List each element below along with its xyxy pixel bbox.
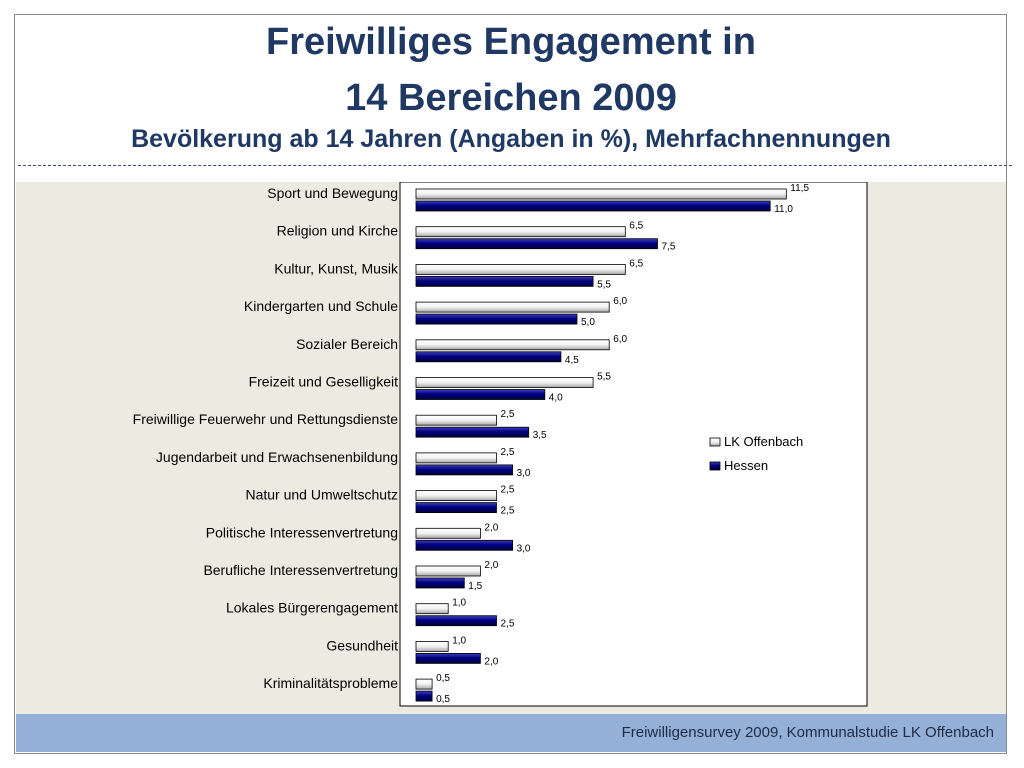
bar-lk-offenbach xyxy=(415,339,610,351)
bar-hessen xyxy=(415,351,562,363)
bar-lk-offenbach xyxy=(415,452,497,464)
bar-lk-offenbach xyxy=(415,414,497,426)
value-label-hessen: 5,0 xyxy=(581,317,595,328)
legend-label-hessen: Hessen xyxy=(724,458,768,473)
value-label-lk-offenbach: 5,5 xyxy=(597,372,611,383)
bar-lk-offenbach xyxy=(415,527,481,539)
slide-subtitle: Bevölkerung ab 14 Jahren (Angaben in %),… xyxy=(131,125,891,153)
bar-lk-offenbach xyxy=(415,301,610,313)
bar-lk-offenbach xyxy=(415,678,433,690)
category-label: Sport und Bewegung xyxy=(267,185,398,201)
category-label: Natur und Umweltschutz xyxy=(245,487,398,503)
footer-bar: Freiwilligensurvey 2009, Kommunalstudie … xyxy=(16,714,1006,752)
footer-source: Freiwilligensurvey 2009, Kommunalstudie … xyxy=(621,724,994,741)
category-label: Freizeit und Geselligkeit xyxy=(249,374,399,390)
value-label-lk-offenbach: 2,0 xyxy=(484,522,498,533)
bar-lk-offenbach xyxy=(415,188,787,200)
value-label-hessen: 2,5 xyxy=(501,506,515,517)
bar-lk-offenbach xyxy=(415,377,594,388)
bar-hessen xyxy=(415,577,465,589)
slide-frame xyxy=(14,14,1007,754)
category-label: Religion und Kirche xyxy=(277,223,399,239)
title-area: Freiwilliges Engagement in 14 Bereichen … xyxy=(16,16,1006,166)
bar-hessen xyxy=(415,426,530,438)
slide-title-line-2: 14 Bereichen 2009 xyxy=(345,77,677,119)
value-label-hessen: 3,5 xyxy=(533,430,547,441)
slide-title-line-1: Freiwilliges Engagement in xyxy=(266,21,756,63)
bar-hessen xyxy=(415,690,433,702)
bar-lk-offenbach xyxy=(415,264,626,275)
value-label-lk-offenbach: 2,0 xyxy=(484,560,498,571)
value-label-lk-offenbach: 0,5 xyxy=(436,673,450,684)
category-label: Kultur, Kunst, Musik xyxy=(274,260,399,276)
category-label: Gesundheit xyxy=(326,637,398,653)
category-label: Kindergarten und Schule xyxy=(244,298,398,314)
bar-hessen xyxy=(415,276,594,287)
category-label: Berufliche Interessenvertretung xyxy=(203,562,398,578)
bar-lk-offenbach xyxy=(415,640,449,652)
legend-swatch-lk-offenbach xyxy=(709,437,721,447)
value-label-lk-offenbach: 6,0 xyxy=(613,296,627,307)
legend-swatch-hessen xyxy=(709,461,721,471)
value-label-hessen: 11,0 xyxy=(774,204,793,215)
bar-lk-offenbach xyxy=(415,565,481,577)
value-label-lk-offenbach: 6,5 xyxy=(629,221,643,232)
value-label-lk-offenbach: 6,5 xyxy=(629,258,643,269)
category-label: Lokales Bürgerengagement xyxy=(226,600,398,616)
bar-chart: Sport und Bewegung 11,5 11,0 Religion und K… xyxy=(133,182,868,707)
category-label: Kriminalitätsprobleme xyxy=(263,675,398,691)
value-label-hessen: 5,5 xyxy=(597,279,611,290)
value-label-lk-offenbach: 6,0 xyxy=(613,334,627,345)
category-label: Sozialer Bereich xyxy=(296,336,398,352)
value-label-hessen: 7,5 xyxy=(662,242,676,253)
value-label-hessen: 4,0 xyxy=(549,393,563,404)
bar-hessen xyxy=(415,200,771,212)
value-label-hessen: 0,5 xyxy=(436,694,450,705)
bar-lk-offenbach xyxy=(415,603,449,615)
bar-lk-offenbach xyxy=(415,226,626,238)
title-divider xyxy=(18,165,1012,166)
bar-hessen xyxy=(415,464,513,476)
value-label-lk-offenbach: 2,5 xyxy=(501,485,515,496)
bars-layer: Sport und Bewegung 11,5 11,0 Religion und K… xyxy=(133,183,810,705)
value-label-lk-offenbach: 2,5 xyxy=(501,409,515,420)
chart-legend: LK Offenbach Hessen xyxy=(709,434,803,473)
legend-label-lk-offenbach: LK Offenbach xyxy=(724,434,803,449)
value-label-hessen: 4,5 xyxy=(565,355,579,366)
category-label: Freiwillige Feuerwehr und Rettungsdienst… xyxy=(133,411,399,427)
bar-lk-offenbach xyxy=(415,490,497,502)
bar-hessen xyxy=(415,652,481,664)
bar-hessen xyxy=(415,539,513,551)
value-label-hessen: 1,5 xyxy=(468,581,482,592)
chart-area: Sport und Bewegung 11,5 11,0 Religion und K… xyxy=(16,182,1006,714)
bar-hessen xyxy=(415,615,497,627)
bar-hessen xyxy=(415,238,658,250)
value-label-lk-offenbach: 11,5 xyxy=(790,183,809,194)
value-label-hessen: 2,5 xyxy=(501,619,515,630)
bar-hessen xyxy=(415,389,546,400)
bar-hessen xyxy=(415,502,497,514)
bar-hessen xyxy=(415,313,578,325)
value-label-hessen: 2,0 xyxy=(484,656,498,667)
value-label-lk-offenbach: 2,5 xyxy=(501,447,515,458)
category-label: Politische Interessenvertretung xyxy=(206,524,398,540)
category-label: Jugendarbeit und Erwachsenenbildung xyxy=(156,449,398,465)
value-label-hessen: 3,0 xyxy=(517,468,531,479)
value-label-lk-offenbach: 1,0 xyxy=(452,598,466,609)
value-label-hessen: 3,0 xyxy=(517,543,531,554)
value-label-lk-offenbach: 1,0 xyxy=(452,635,466,646)
